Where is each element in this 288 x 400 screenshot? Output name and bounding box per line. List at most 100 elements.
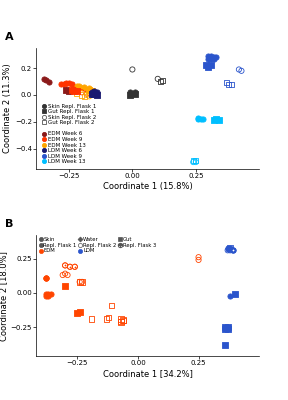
Point [46, 291, 50, 298]
Point [206, 53, 211, 59]
Point [74, 90, 79, 97]
Point [214, 54, 218, 60]
Point [132, 90, 137, 97]
Legend: Skin, Repl. Flask 1, EDM, Water, Repl. Flask 2, LDM, Gut, Repl. Flask 3: Skin, Repl. Flask 1, EDM, Water, Repl. F… [39, 237, 157, 254]
Y-axis label: Coordinate 2 (11.3%): Coordinate 2 (11.3%) [3, 64, 12, 153]
Point [63, 283, 67, 289]
Point [225, 244, 230, 251]
Point [73, 264, 77, 270]
Point [79, 85, 84, 92]
Point [104, 316, 109, 322]
Point [233, 291, 237, 298]
Point [228, 247, 232, 254]
Point [79, 92, 84, 98]
Point [121, 317, 126, 324]
Text: B: B [5, 219, 13, 229]
Point [230, 247, 235, 254]
Point [119, 316, 123, 322]
Point [225, 247, 230, 254]
Point [84, 92, 89, 98]
Point [92, 90, 97, 97]
Point [198, 116, 203, 122]
Point [109, 302, 113, 308]
Point [63, 262, 67, 269]
Point [206, 56, 211, 62]
X-axis label: Coordinate 1 (15.8%): Coordinate 1 (15.8%) [103, 182, 192, 191]
Point [75, 310, 79, 317]
Point [92, 88, 97, 94]
Point [226, 81, 231, 88]
Point [43, 291, 48, 298]
Point [77, 279, 82, 285]
Point [196, 114, 201, 121]
Point [209, 56, 213, 62]
Point [209, 62, 213, 69]
Point [224, 80, 229, 86]
Point [196, 116, 201, 122]
Point [194, 158, 198, 164]
Point [67, 85, 71, 92]
Point [62, 81, 66, 88]
Point [77, 279, 82, 285]
Point [72, 84, 76, 90]
Point [128, 89, 132, 96]
Point [94, 92, 99, 98]
Point [69, 86, 74, 93]
Point [74, 88, 79, 94]
Point [107, 314, 111, 321]
Point [63, 262, 67, 269]
Point [228, 246, 232, 252]
Point [87, 93, 92, 100]
Point [46, 78, 51, 85]
Point [80, 279, 84, 285]
Point [68, 264, 72, 270]
Point [63, 270, 67, 277]
Point [211, 56, 216, 62]
Point [67, 88, 71, 94]
Point [64, 80, 69, 86]
Text: A: A [5, 32, 13, 42]
Point [206, 64, 211, 70]
Point [228, 244, 232, 251]
Point [74, 82, 79, 89]
Point [80, 279, 84, 285]
Point [128, 92, 132, 98]
Point [90, 316, 94, 322]
Point [158, 78, 163, 85]
Point [77, 309, 82, 315]
Point [156, 76, 160, 82]
Point [73, 264, 77, 270]
Point [223, 324, 228, 330]
X-axis label: Coordinate 1 [34.2%]: Coordinate 1 [34.2%] [103, 369, 193, 378]
Point [228, 292, 232, 299]
Point [201, 116, 206, 122]
Point [229, 81, 234, 88]
Point [60, 272, 65, 278]
Legend: Skin Repl. Flask 1, Gut Repl. Flask 1, Skin Repl. Flask 2, Gut Repl. Flask 2, , : Skin Repl. Flask 1, Gut Repl. Flask 1, S… [41, 103, 96, 165]
Point [230, 247, 235, 254]
Point [90, 88, 94, 94]
Point [79, 89, 84, 96]
Point [46, 292, 50, 299]
Point [225, 246, 230, 252]
Point [211, 54, 216, 60]
Point [225, 324, 230, 330]
Point [67, 80, 71, 86]
Point [209, 53, 213, 59]
Point [216, 117, 221, 124]
Point [77, 82, 82, 89]
Point [225, 325, 230, 332]
Point [214, 116, 218, 122]
Point [130, 66, 135, 73]
Point [90, 89, 94, 96]
Point [84, 86, 89, 93]
Point [230, 247, 235, 254]
Point [82, 84, 86, 90]
Point [223, 325, 228, 332]
Point [121, 317, 126, 324]
Point [196, 254, 201, 260]
Point [196, 257, 201, 263]
Point [87, 85, 92, 92]
Point [228, 244, 232, 251]
Point [43, 292, 48, 299]
